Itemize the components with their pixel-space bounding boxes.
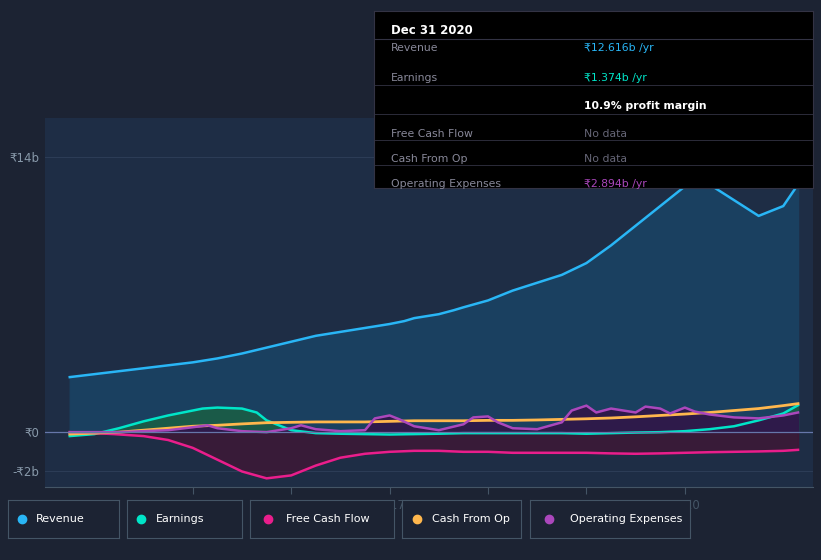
Text: Free Cash Flow: Free Cash Flow xyxy=(287,514,370,524)
Text: Dec 31 2020: Dec 31 2020 xyxy=(391,24,473,36)
Text: 10.9% profit margin: 10.9% profit margin xyxy=(585,101,707,111)
Text: Operating Expenses: Operating Expenses xyxy=(391,179,501,189)
Text: Cash From Op: Cash From Op xyxy=(391,154,468,164)
Text: Operating Expenses: Operating Expenses xyxy=(570,514,682,524)
Text: No data: No data xyxy=(585,154,627,164)
Text: Revenue: Revenue xyxy=(391,43,438,53)
Text: Revenue: Revenue xyxy=(36,514,85,524)
Text: Earnings: Earnings xyxy=(156,514,204,524)
Text: ₹2.894b /yr: ₹2.894b /yr xyxy=(585,179,647,189)
Text: Free Cash Flow: Free Cash Flow xyxy=(391,129,473,139)
Text: Cash From Op: Cash From Op xyxy=(432,514,510,524)
Text: Earnings: Earnings xyxy=(391,73,438,83)
Text: ₹12.616b /yr: ₹12.616b /yr xyxy=(585,43,654,53)
Text: No data: No data xyxy=(585,129,627,139)
Text: ₹1.374b /yr: ₹1.374b /yr xyxy=(585,73,647,83)
